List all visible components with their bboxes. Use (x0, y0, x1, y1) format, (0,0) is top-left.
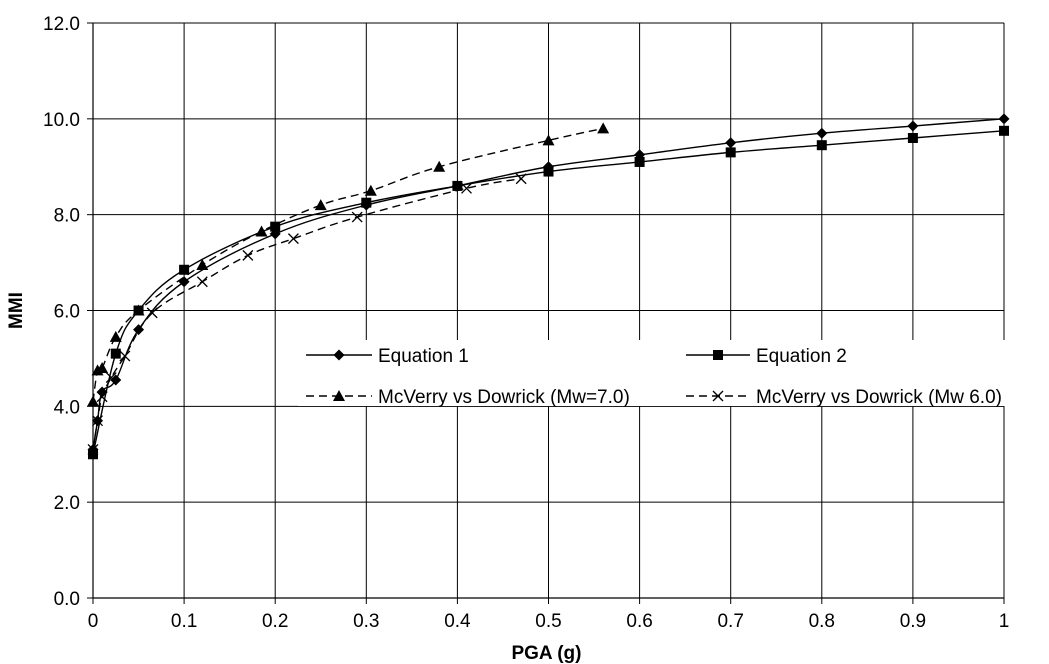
data-point (196, 276, 208, 288)
y-tick-label: 10.0 (43, 110, 80, 131)
y-tick-label: 12.0 (43, 14, 80, 35)
data-point (725, 137, 737, 149)
data-point (542, 134, 555, 146)
data-point (543, 166, 554, 177)
data-point (92, 415, 104, 427)
data-point (515, 173, 527, 185)
data-point (907, 133, 918, 143)
legend-label: Equation 2 (756, 346, 847, 367)
x-tick-label: 0.9 (900, 611, 926, 632)
x-marker-stroke (87, 443, 99, 455)
grid-lines (93, 22, 1004, 598)
legend-entry-2: Equation 2 (686, 346, 847, 367)
data-point (998, 113, 1010, 125)
data-point (255, 225, 268, 237)
data-point (110, 374, 122, 386)
tick-labels: 0 0.1 0.2 0.3 0.4 0.5 0.6 0.7 0.8 0.9 10.02.04.06.… (43, 14, 1009, 632)
x-marker-stroke (712, 390, 724, 402)
data-point (178, 276, 190, 288)
data-point (816, 127, 828, 139)
data-point (361, 197, 372, 208)
x-marker-stroke (196, 276, 208, 288)
x-tick-label: 0.3 (353, 611, 379, 632)
data-point (433, 160, 446, 172)
legend-label: McVerry vs Dowrick (Mw=7.0) (378, 387, 630, 408)
x-marker-stroke (242, 249, 254, 261)
x-tick-label: 0.5 (535, 611, 561, 632)
series-layer (87, 113, 1010, 460)
x-marker-stroke (119, 350, 131, 362)
legend-box (298, 340, 1046, 406)
data-point (96, 362, 109, 373)
data-point (146, 307, 158, 319)
legend-marker (333, 390, 345, 401)
legend-marker (712, 390, 724, 402)
data-point (110, 348, 121, 359)
series-line (92, 118, 1005, 450)
x-marker-stroke (105, 372, 117, 384)
data-point (88, 449, 98, 460)
data-point (96, 391, 108, 403)
legend-marker (713, 350, 723, 360)
y-tick-label: 2.0 (54, 493, 80, 514)
y-tick-label: 4.0 (54, 397, 80, 418)
series-4 (87, 173, 527, 455)
data-point (87, 443, 99, 455)
data-point (242, 249, 254, 261)
data-point (364, 184, 377, 196)
data-point (105, 372, 117, 384)
data-point (132, 304, 145, 316)
x-tick-label: 0.8 (809, 611, 835, 632)
y-tick-label: 6.0 (54, 302, 80, 323)
data-point (119, 350, 131, 362)
data-point (87, 395, 99, 407)
legend-entry-4: McVerry vs Dowrick (Mw 6.0) (686, 387, 1002, 408)
data-point (314, 199, 327, 211)
x-tick-label: 0.2 (262, 611, 288, 632)
legend-marker (333, 349, 345, 361)
x-marker-stroke (146, 307, 158, 319)
y-axis-title: MMI (6, 292, 27, 329)
x-marker-stroke (515, 173, 527, 185)
x-marker-stroke (92, 415, 104, 427)
y-tick-label: 0.0 (54, 589, 80, 610)
data-point (461, 182, 472, 194)
x-marker-stroke (287, 233, 299, 245)
legend-label: Equation 1 (378, 346, 469, 367)
data-point (452, 180, 463, 191)
data-point (351, 211, 363, 223)
data-point (999, 125, 1009, 136)
data-point (287, 233, 299, 245)
y-tick-label: 8.0 (54, 206, 80, 227)
plot-frame (87, 22, 1005, 604)
legend: Equation 1 Equation 2 McVerry vs Dowrick (… (298, 340, 1046, 408)
series-3 (87, 122, 610, 407)
data-point (907, 120, 919, 132)
data-point (179, 264, 190, 275)
x-tick-label: 1 (999, 611, 1010, 632)
legend-entry-1: Equation 1 (306, 346, 469, 367)
x-axis-title: PGA (g) (511, 643, 581, 664)
x-tick-label: 0.6 (626, 611, 652, 632)
legend-entry-3: McVerry vs Dowrick (Mw=7.0) (306, 387, 630, 408)
data-point (725, 147, 736, 158)
x-marker-stroke (461, 182, 472, 194)
x-tick-label: 0.4 (444, 611, 471, 632)
data-point (816, 140, 827, 151)
data-point (270, 221, 281, 232)
x-marker-stroke (96, 391, 108, 403)
data-point (196, 258, 209, 270)
x-tick-label: 0.7 (717, 611, 743, 632)
data-point (109, 330, 122, 342)
axis-titles: PGA (g) MMI (6, 292, 582, 664)
x-tick-label: 0 (88, 611, 99, 632)
data-point (634, 156, 645, 167)
x-marker-stroke (351, 211, 363, 223)
x-tick-label: 0.1 (171, 611, 197, 632)
legend-label: McVerry vs Dowrick (Mw 6.0) (756, 387, 1002, 408)
data-point (597, 122, 610, 134)
